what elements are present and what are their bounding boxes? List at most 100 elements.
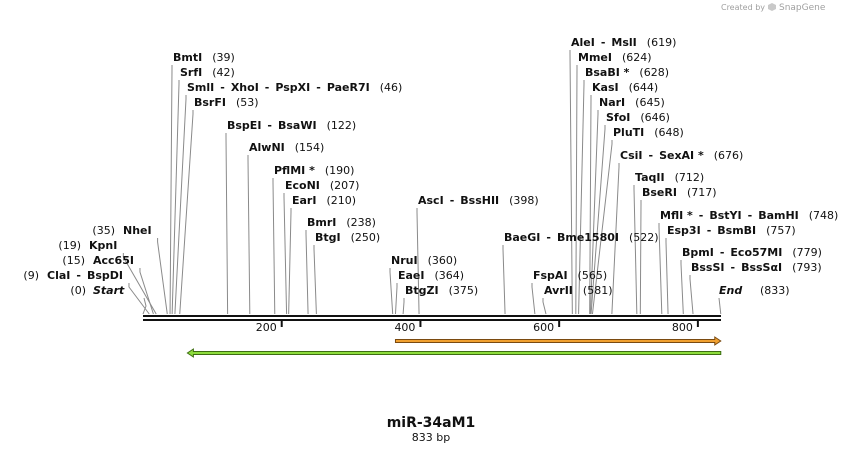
site-leader-line — [611, 163, 620, 315]
name-separator: - — [220, 81, 225, 94]
enzyme-name: BtgI — [315, 231, 341, 244]
site-position: (210) — [326, 194, 356, 207]
site-leader-line — [283, 193, 288, 315]
enzyme-name: FspAI — [533, 269, 568, 282]
site-label: BpmI - Eco57MI (779) — [682, 246, 822, 259]
site-leader-line — [416, 208, 420, 315]
enzyme-name: Acc65I — [93, 254, 134, 267]
ruler-ticks: 200 400 600 800 — [256, 320, 699, 334]
site-label: BssSI - BssSαI (793) — [691, 261, 822, 274]
enzyme-name: BspEI — [227, 119, 261, 132]
site-label: KasI (644) — [592, 81, 658, 94]
enzyme-name: Esp3I — [667, 224, 701, 237]
site-position: (375) — [449, 284, 479, 297]
green-feature[interactable] — [186, 348, 722, 358]
features — [186, 336, 722, 358]
site-leader-line — [658, 223, 663, 315]
site-position: (207) — [330, 179, 360, 192]
site-leader-line — [139, 268, 154, 315]
site-leader-line — [305, 230, 309, 315]
site-label: CsiI - SexAI * (676) — [620, 149, 743, 162]
end-label: End — [719, 284, 742, 297]
dna-backbone — [143, 315, 721, 321]
site-label: NruI (360) — [391, 254, 457, 267]
site-leader-line — [394, 283, 398, 315]
site-position: (53) — [236, 96, 259, 109]
name-separator: - — [699, 209, 704, 222]
site-leaders — [122, 50, 722, 315]
site-label: SmlI - XhoI - PspXI - PaeR7I (46) — [187, 81, 402, 94]
snapgene-credit: Created by SnapGene — [721, 3, 826, 13]
enzyme-name: BssSαI — [741, 261, 782, 274]
site-label: SrfI (42) — [180, 66, 235, 79]
site-labels: (9) ClaI - BspDI(15) Acc65I(19) KpnI(35) NheIB… — [23, 36, 838, 297]
site-leader-line — [179, 110, 194, 315]
enzyme-name: EcoNI — [285, 179, 320, 192]
name-separator: - — [265, 81, 270, 94]
site-position: (364) — [435, 269, 465, 282]
enzyme-name: PluTI — [613, 126, 644, 139]
site-position: (645) — [635, 96, 665, 109]
site-position: (19) — [58, 239, 81, 252]
site-label: AvrII (581) — [544, 284, 613, 297]
enzyme-name: KasI — [592, 81, 619, 94]
site-leader-line — [569, 50, 573, 315]
site-label: BtgI (250) — [315, 231, 380, 244]
enzyme-name: BspDI — [87, 269, 123, 282]
start-leader-line — [142, 297, 147, 315]
enzyme-name: BmrI — [307, 216, 336, 229]
site-leader-line — [225, 133, 229, 315]
site-label: EaeI (364) — [398, 269, 464, 282]
site-position: (648) — [654, 126, 684, 139]
site-position: (9) — [23, 269, 39, 282]
enzyme-name: BssSI — [691, 261, 725, 274]
site-position: (15) — [62, 254, 85, 267]
enzyme-name: TaqII — [635, 171, 665, 184]
site-position: (122) — [327, 119, 357, 132]
enzyme-name: BtgZI — [405, 284, 439, 297]
enzyme-name: BsaWI — [278, 119, 317, 132]
site-leader-line — [591, 140, 613, 315]
site-position: (793) — [792, 261, 822, 274]
site-label: EarI (210) — [292, 194, 356, 207]
site-label: Esp3I - BsmBI (757) — [667, 224, 796, 237]
enzyme-name: AleI — [571, 36, 595, 49]
site-position: (624) — [622, 51, 652, 64]
map-length: 833 bp — [412, 431, 450, 444]
name-separator: - — [316, 81, 321, 94]
ruler-tick-label: 200 — [256, 321, 277, 334]
enzyme-name: SrfI — [180, 66, 202, 79]
enzyme-name: SexAI * — [659, 149, 704, 162]
site-leader-line — [590, 125, 606, 315]
site-position: (522) — [629, 231, 659, 244]
site-label: AleI - MslI (619) — [571, 36, 676, 49]
site-leader-line — [639, 200, 642, 315]
ruler-tick-label: 600 — [533, 321, 554, 334]
site-label: AscI - BssHII (398) — [418, 194, 539, 207]
site-leader-line — [122, 253, 157, 315]
site-leader-line — [313, 245, 317, 315]
orange-feature[interactable] — [394, 336, 722, 346]
site-position: (154) — [295, 141, 325, 154]
site-position: (581) — [583, 284, 613, 297]
ruler-tick-label: 800 — [672, 321, 693, 334]
site-position: (779) — [792, 246, 822, 259]
enzyme-name: BsmBI — [717, 224, 756, 237]
enzyme-name: PspXI — [275, 81, 310, 94]
enzyme-name: Eco57MI — [730, 246, 782, 259]
site-leader-line — [402, 298, 405, 315]
enzyme-name: BseRI — [642, 186, 677, 199]
site-position: (46) — [380, 81, 403, 94]
credit-prefix: Created by — [721, 3, 765, 12]
enzyme-name: KpnI — [89, 239, 117, 252]
site-leader-line — [174, 95, 187, 315]
site-position: (360) — [428, 254, 458, 267]
name-separator: - — [707, 224, 712, 237]
site-leader-line — [502, 245, 506, 315]
enzyme-name: MmeI — [578, 51, 612, 64]
site-label: PflMI * (190) — [274, 164, 354, 177]
site-leader-line — [589, 110, 599, 315]
enzyme-name: NruI — [391, 254, 418, 267]
site-leader-line — [157, 238, 168, 315]
map-title: miR-34aM1 — [387, 415, 476, 431]
